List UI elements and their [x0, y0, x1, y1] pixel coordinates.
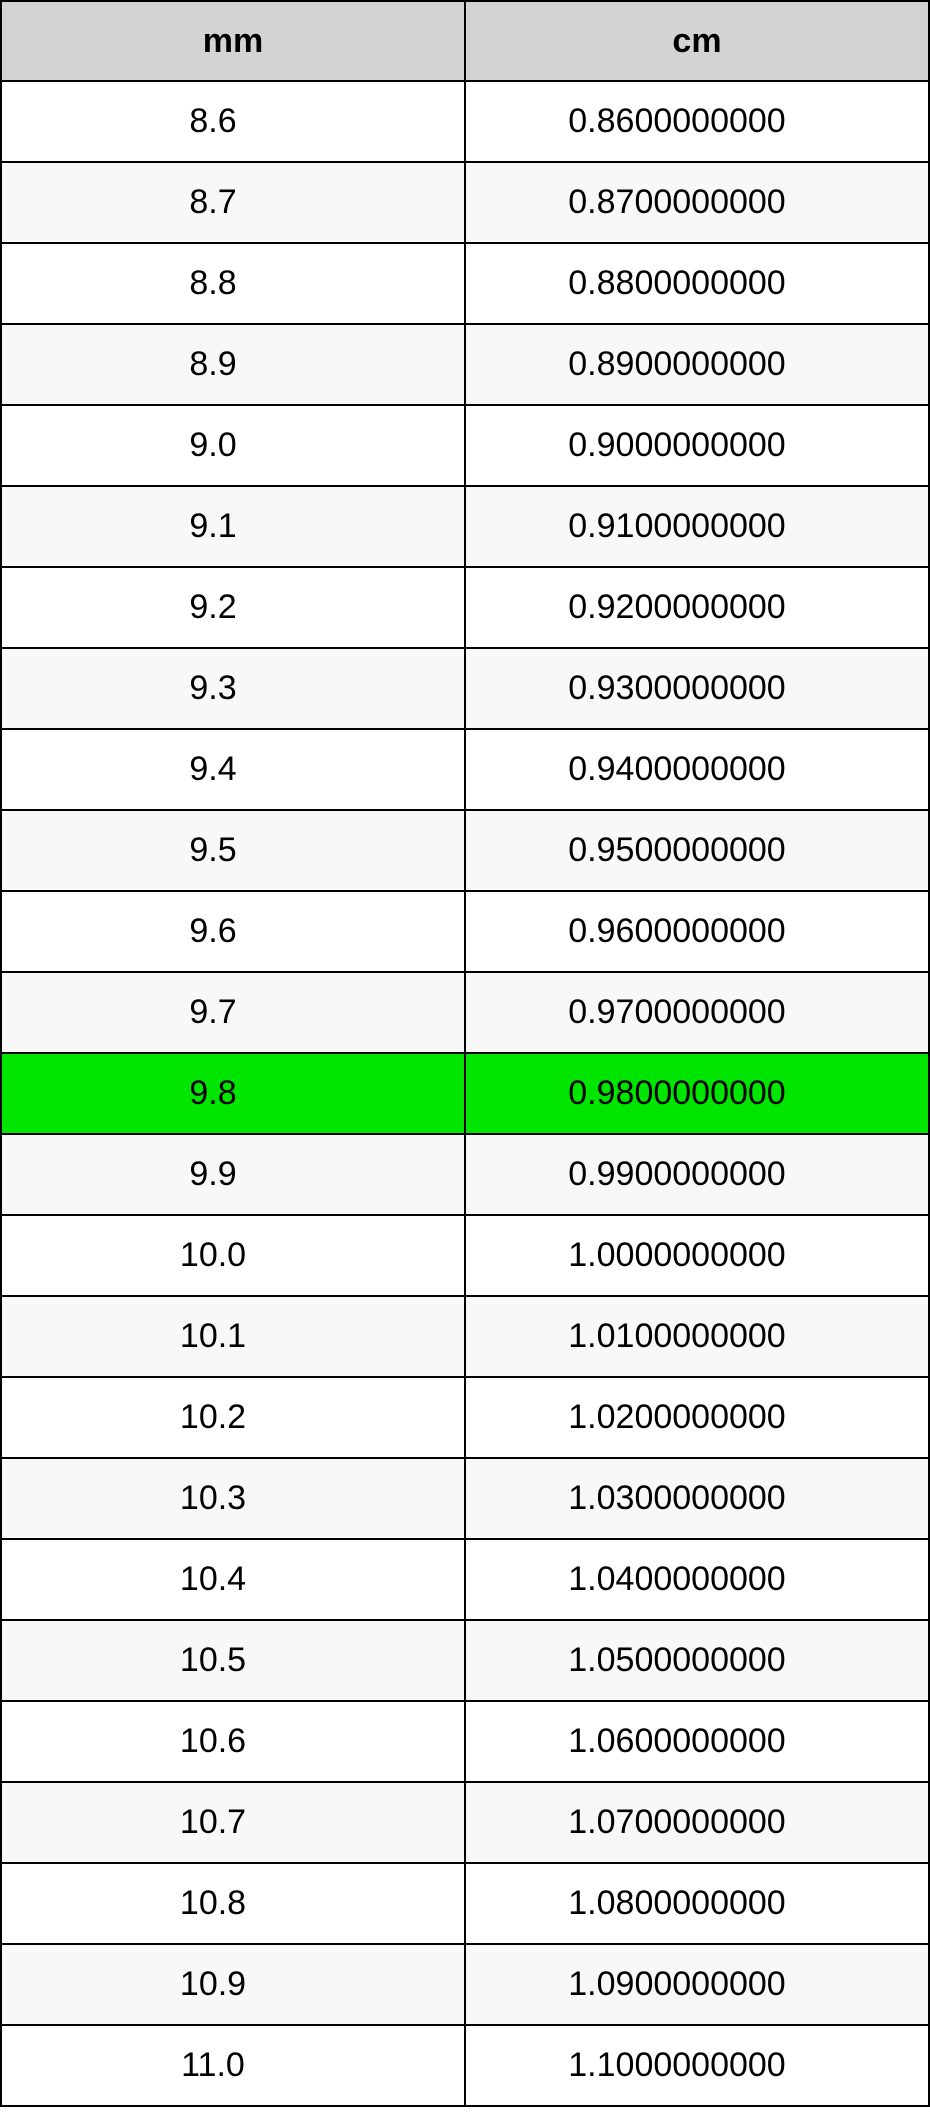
cell-cm: 0.9200000000 — [465, 567, 929, 648]
table-row: 9.80.9800000000 — [1, 1053, 929, 1134]
cell-cm: 0.8600000000 — [465, 81, 929, 162]
cell-mm: 10.2 — [1, 1377, 465, 1458]
table-header: mm cm — [1, 1, 929, 81]
cell-cm: 0.9000000000 — [465, 405, 929, 486]
table-header-row: mm cm — [1, 1, 929, 81]
cell-mm: 9.0 — [1, 405, 465, 486]
cell-cm: 0.9900000000 — [465, 1134, 929, 1215]
table-row: 10.41.0400000000 — [1, 1539, 929, 1620]
cell-cm: 1.0100000000 — [465, 1296, 929, 1377]
table-row: 10.61.0600000000 — [1, 1701, 929, 1782]
table-row: 10.51.0500000000 — [1, 1620, 929, 1701]
cell-cm: 0.9400000000 — [465, 729, 929, 810]
column-header-mm: mm — [1, 1, 465, 81]
cell-mm: 8.8 — [1, 243, 465, 324]
conversion-table: mm cm 8.60.86000000008.70.87000000008.80… — [0, 0, 930, 2107]
cell-cm: 1.0200000000 — [465, 1377, 929, 1458]
cell-mm: 9.9 — [1, 1134, 465, 1215]
cell-cm: 1.0300000000 — [465, 1458, 929, 1539]
cell-mm: 10.4 — [1, 1539, 465, 1620]
cell-mm: 10.5 — [1, 1620, 465, 1701]
cell-mm: 9.3 — [1, 648, 465, 729]
table-body: 8.60.86000000008.70.87000000008.80.88000… — [1, 81, 929, 2106]
table-row: 10.01.0000000000 — [1, 1215, 929, 1296]
cell-mm: 11.0 — [1, 2025, 465, 2106]
cell-cm: 0.8800000000 — [465, 243, 929, 324]
cell-cm: 0.9100000000 — [465, 486, 929, 567]
cell-mm: 10.3 — [1, 1458, 465, 1539]
cell-cm: 1.0000000000 — [465, 1215, 929, 1296]
table-row: 8.70.8700000000 — [1, 162, 929, 243]
cell-mm: 9.8 — [1, 1053, 465, 1134]
table-row: 8.90.8900000000 — [1, 324, 929, 405]
table-row: 9.20.9200000000 — [1, 567, 929, 648]
cell-cm: 1.0900000000 — [465, 1944, 929, 2025]
cell-mm: 10.9 — [1, 1944, 465, 2025]
column-header-cm: cm — [465, 1, 929, 81]
table-row: 10.21.0200000000 — [1, 1377, 929, 1458]
cell-mm: 10.8 — [1, 1863, 465, 1944]
cell-mm: 10.1 — [1, 1296, 465, 1377]
cell-mm: 9.6 — [1, 891, 465, 972]
cell-cm: 0.9700000000 — [465, 972, 929, 1053]
table-row: 10.91.0900000000 — [1, 1944, 929, 2025]
cell-cm: 0.9300000000 — [465, 648, 929, 729]
cell-cm: 1.0600000000 — [465, 1701, 929, 1782]
cell-mm: 9.5 — [1, 810, 465, 891]
table-row: 9.50.9500000000 — [1, 810, 929, 891]
table-row: 9.90.9900000000 — [1, 1134, 929, 1215]
cell-cm: 1.0800000000 — [465, 1863, 929, 1944]
table-row: 9.10.9100000000 — [1, 486, 929, 567]
cell-mm: 8.9 — [1, 324, 465, 405]
table-row: 11.01.1000000000 — [1, 2025, 929, 2106]
cell-cm: 1.0400000000 — [465, 1539, 929, 1620]
cell-mm: 9.1 — [1, 486, 465, 567]
table-row: 9.40.9400000000 — [1, 729, 929, 810]
cell-cm: 0.9800000000 — [465, 1053, 929, 1134]
table-row: 10.71.0700000000 — [1, 1782, 929, 1863]
cell-cm: 0.9600000000 — [465, 891, 929, 972]
cell-cm: 0.8700000000 — [465, 162, 929, 243]
table-row: 9.30.9300000000 — [1, 648, 929, 729]
cell-mm: 8.7 — [1, 162, 465, 243]
cell-cm: 1.1000000000 — [465, 2025, 929, 2106]
cell-mm: 9.7 — [1, 972, 465, 1053]
table-row: 8.80.8800000000 — [1, 243, 929, 324]
cell-cm: 0.8900000000 — [465, 324, 929, 405]
cell-mm: 10.0 — [1, 1215, 465, 1296]
cell-mm: 9.4 — [1, 729, 465, 810]
cell-mm: 9.2 — [1, 567, 465, 648]
table-row: 10.31.0300000000 — [1, 1458, 929, 1539]
table-row: 9.60.9600000000 — [1, 891, 929, 972]
cell-cm: 1.0700000000 — [465, 1782, 929, 1863]
cell-mm: 10.6 — [1, 1701, 465, 1782]
table-row: 8.60.8600000000 — [1, 81, 929, 162]
cell-mm: 8.6 — [1, 81, 465, 162]
table-row: 9.70.9700000000 — [1, 972, 929, 1053]
cell-cm: 1.0500000000 — [465, 1620, 929, 1701]
table-row: 9.00.9000000000 — [1, 405, 929, 486]
cell-cm: 0.9500000000 — [465, 810, 929, 891]
table-row: 10.81.0800000000 — [1, 1863, 929, 1944]
table-row: 10.11.0100000000 — [1, 1296, 929, 1377]
cell-mm: 10.7 — [1, 1782, 465, 1863]
